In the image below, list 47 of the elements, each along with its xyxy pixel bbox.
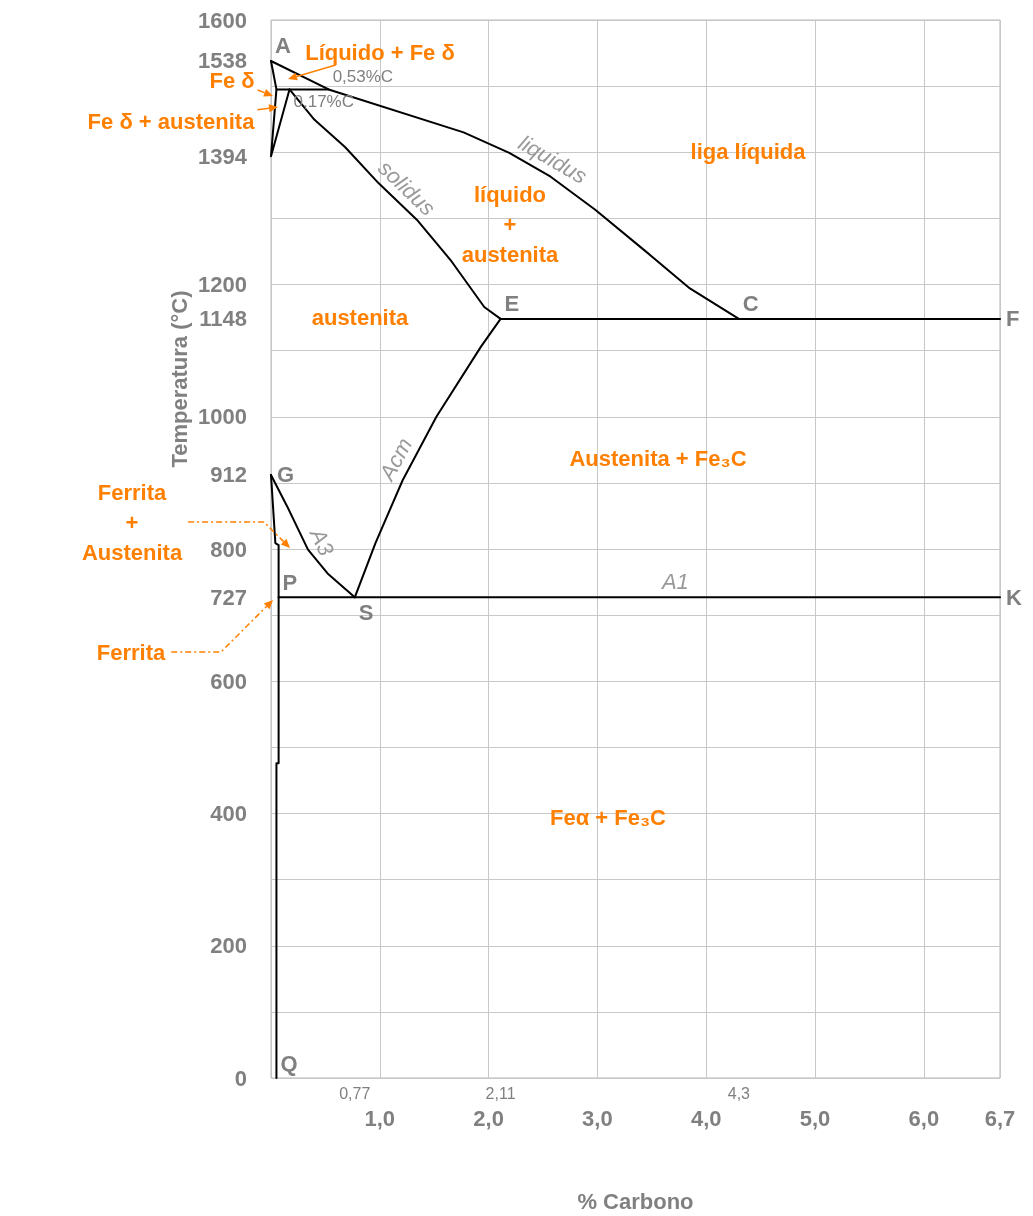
annotation: Feα + Fe₃C xyxy=(549,804,667,830)
data-label: Q xyxy=(280,1050,298,1076)
text: Ferrita + Austenita xyxy=(81,479,183,565)
y-tick-label: 800 xyxy=(210,536,247,562)
x-tick-label: 6,0 xyxy=(908,1105,940,1131)
x2-tick-label: 2,11 xyxy=(485,1084,516,1102)
annotation: Austenita + Fe₃C xyxy=(569,445,747,471)
text: Fe δ xyxy=(209,67,255,93)
data-label: A xyxy=(275,33,291,59)
x-tick-label: 5,0 xyxy=(799,1105,831,1131)
data-label: K xyxy=(1006,584,1022,610)
y-tick-label: 600 xyxy=(210,668,247,694)
text: Ferrita xyxy=(96,639,166,665)
y-tick-label: 400 xyxy=(210,801,247,826)
x-axis-title: % Carbono xyxy=(577,1188,694,1214)
x-tick-label: 3,0 xyxy=(582,1105,613,1131)
data-label: P xyxy=(282,569,298,595)
annotation: líquido + austenita xyxy=(461,181,560,267)
x2-tick-label: 4,3 xyxy=(727,1084,751,1102)
x-tick-label: 2,0 xyxy=(473,1105,504,1131)
y-tick-label: 727 xyxy=(210,584,247,610)
annotation: liga líquida xyxy=(690,138,807,164)
text: Fe δ + austenita xyxy=(87,108,256,134)
y-tick-label: 1600 xyxy=(198,7,247,33)
y-tick-label: 912 xyxy=(210,462,247,488)
y-tick-label: 1148 xyxy=(199,306,247,332)
y-tick-label: 1394 xyxy=(198,143,248,169)
data-label: E xyxy=(504,291,520,317)
y-tick-label: 200 xyxy=(210,933,247,959)
x-tick-label: 4,0 xyxy=(690,1105,722,1131)
y-axis-title: Temperatura (°C) xyxy=(166,290,192,468)
y-tick-label: 0 xyxy=(234,1065,247,1091)
series-label: A1 xyxy=(659,568,689,594)
text: A3 xyxy=(304,522,340,561)
text: Acm xyxy=(373,433,418,487)
data-label: C xyxy=(742,291,759,317)
x-tick-label: 6,7 xyxy=(984,1105,1016,1131)
x2-tick-label: 0,77 xyxy=(339,1084,371,1102)
data-label: S xyxy=(358,599,374,625)
data-label: G xyxy=(277,462,295,488)
y-tick-label: 1200 xyxy=(198,272,247,297)
annotation: Líquido + Fe δ xyxy=(305,39,455,65)
annotation: austenita xyxy=(311,304,410,330)
y-tick-label: 1000 xyxy=(198,404,247,430)
x-tick-label: 1,0 xyxy=(364,1105,396,1131)
data-label: F xyxy=(1006,306,1020,332)
annotation: 0,53%C xyxy=(332,67,394,87)
